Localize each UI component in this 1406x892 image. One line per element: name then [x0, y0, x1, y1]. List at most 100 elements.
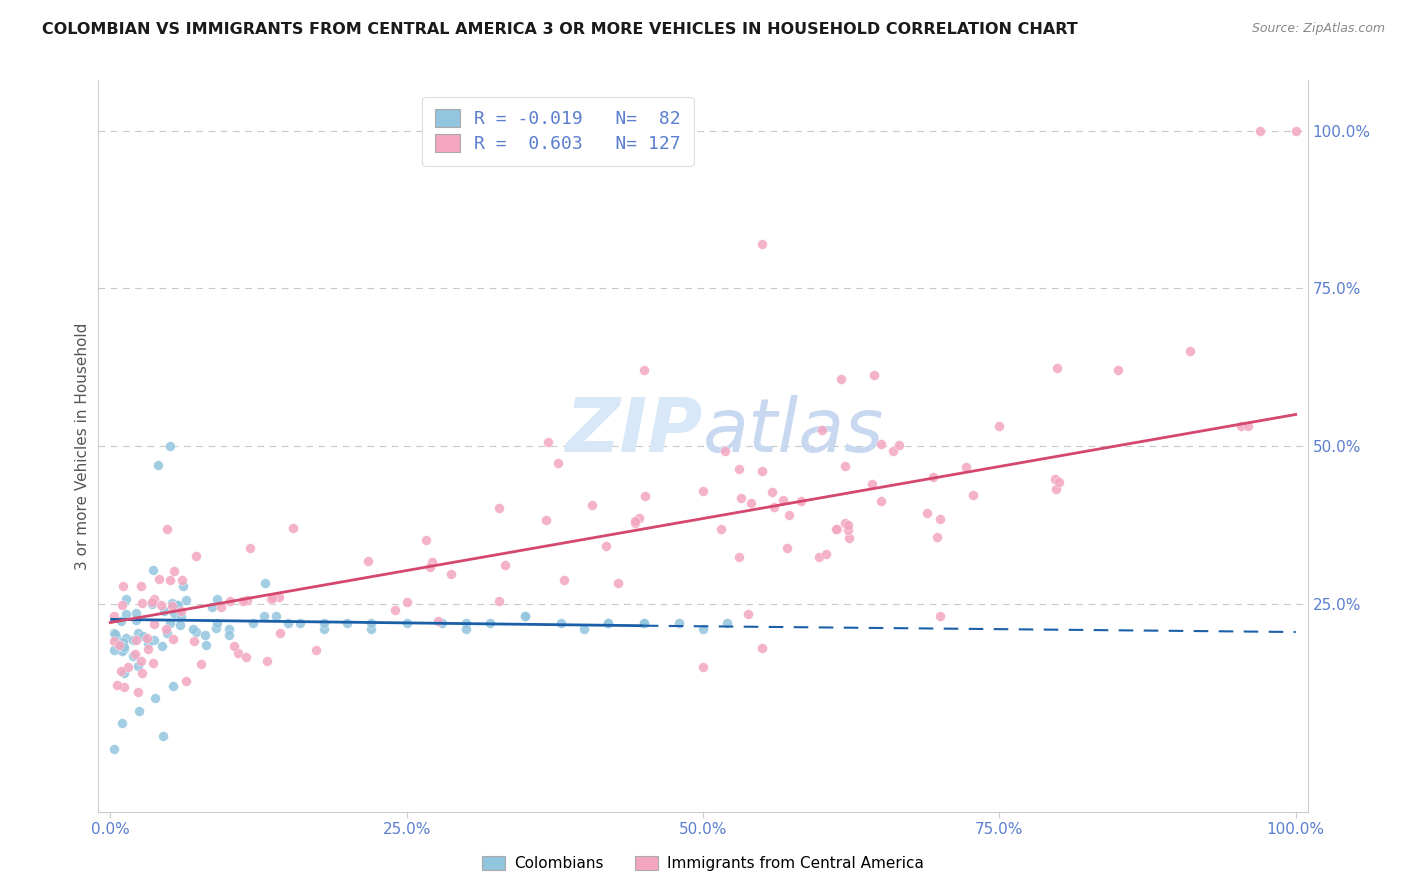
Point — [763, 500, 786, 515]
Point — [148, 572, 170, 586]
Point — [205, 615, 228, 630]
Point — [305, 643, 328, 657]
Point — [125, 613, 148, 627]
Point — [262, 591, 284, 605]
Point — [825, 523, 848, 537]
Point — [432, 615, 454, 630]
Point — [624, 514, 647, 528]
Point — [834, 516, 856, 530]
Point — [112, 579, 135, 593]
Point — [162, 599, 184, 614]
Point — [751, 464, 773, 478]
Point — [598, 615, 620, 630]
Point — [131, 579, 153, 593]
Point — [205, 621, 228, 635]
Text: atlas: atlas — [703, 395, 884, 467]
Point — [218, 622, 240, 636]
Point — [357, 554, 380, 568]
Point — [395, 615, 418, 630]
Text: ZIP: ZIP — [565, 395, 703, 468]
Point — [536, 435, 558, 450]
Point — [235, 650, 257, 665]
Point — [159, 574, 181, 588]
Point — [162, 679, 184, 693]
Point — [360, 615, 382, 630]
Point — [142, 656, 165, 670]
Point — [166, 598, 188, 612]
Point — [235, 593, 257, 607]
Point — [260, 591, 283, 606]
Point — [553, 573, 575, 587]
Point — [103, 741, 125, 756]
Point — [184, 549, 207, 564]
Point — [830, 372, 852, 386]
Legend: R = -0.019   N=  82, R =  0.603   N= 127: R = -0.019 N= 82, R = 0.603 N= 127 — [422, 96, 693, 166]
Point — [488, 500, 510, 515]
Point — [125, 606, 148, 620]
Point — [239, 541, 262, 556]
Point — [478, 615, 501, 630]
Point — [174, 593, 197, 607]
Point — [692, 622, 714, 636]
Point — [207, 591, 229, 606]
Point — [955, 459, 977, 474]
Point — [927, 530, 949, 544]
Point — [115, 607, 138, 621]
Point — [336, 615, 359, 630]
Point — [115, 631, 138, 645]
Point — [143, 633, 166, 648]
Point — [111, 598, 134, 612]
Point — [172, 579, 194, 593]
Point — [153, 603, 176, 617]
Point — [454, 615, 477, 630]
Point — [112, 635, 135, 649]
Point — [692, 659, 714, 673]
Point — [218, 594, 240, 608]
Point — [264, 609, 287, 624]
Point — [190, 657, 212, 672]
Point — [142, 564, 165, 578]
Point — [111, 644, 134, 658]
Point — [174, 673, 197, 688]
Point — [710, 523, 733, 537]
Point — [607, 576, 630, 591]
Point — [201, 600, 224, 615]
Point — [1045, 482, 1067, 496]
Point — [163, 564, 186, 578]
Point — [170, 609, 193, 624]
Point — [122, 649, 145, 664]
Point — [574, 622, 596, 636]
Point — [125, 632, 148, 647]
Point — [253, 608, 276, 623]
Point — [623, 516, 645, 530]
Point — [209, 599, 232, 614]
Point — [127, 659, 149, 673]
Point — [628, 511, 651, 525]
Point — [103, 643, 125, 657]
Point — [838, 531, 860, 545]
Point — [730, 491, 752, 505]
Point — [132, 629, 155, 643]
Point — [281, 521, 304, 535]
Point — [862, 368, 884, 383]
Point — [860, 476, 883, 491]
Point — [716, 615, 738, 630]
Point — [110, 614, 132, 628]
Point — [751, 640, 773, 655]
Point — [534, 513, 557, 527]
Point — [195, 638, 218, 652]
Point — [1043, 472, 1066, 486]
Point — [882, 444, 904, 458]
Point — [837, 517, 859, 532]
Point — [159, 439, 181, 453]
Point — [127, 685, 149, 699]
Point — [150, 639, 173, 653]
Point — [1285, 124, 1308, 138]
Point — [131, 665, 153, 680]
Point — [288, 615, 311, 630]
Point — [103, 634, 125, 648]
Point — [141, 595, 163, 609]
Point — [420, 556, 443, 570]
Point — [103, 625, 125, 640]
Point — [277, 615, 299, 630]
